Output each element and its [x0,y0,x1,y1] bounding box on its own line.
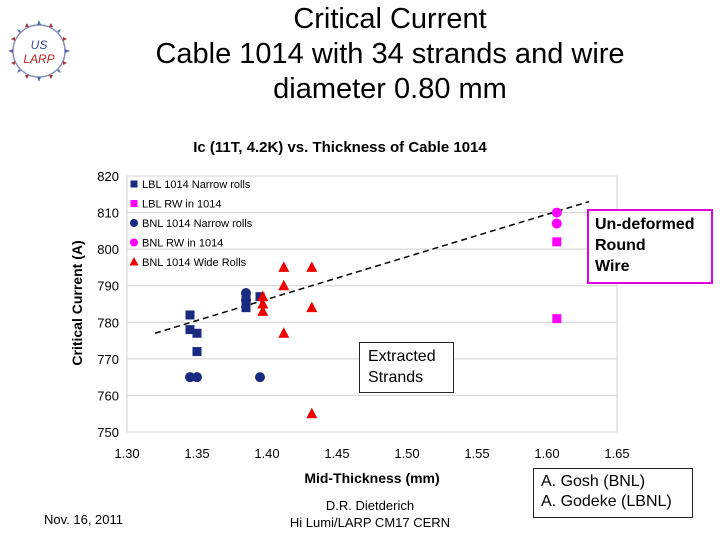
data-point-circle [241,288,251,299]
data-point-triangle [257,305,269,316]
svg-text:LARP: LARP [23,52,54,66]
data-point-circle [551,218,562,229]
y-tick-label: 750 [97,425,119,440]
data-point-triangle [306,301,318,313]
slide-title: Critical Current Cable 1014 with 34 stra… [0,2,720,107]
data-point-square [241,303,251,313]
extracted-line-2: Strands [368,369,424,386]
y-tick-label: 760 [97,388,119,403]
y-tick-label: 770 [97,352,119,367]
undeformed-line-3: Wire [595,258,630,275]
extracted-line-1: Extracted [368,348,436,365]
author-line-2: A. Godeke (LBNL) [541,493,672,510]
legend-label: LBL RW in 1014 [142,199,222,211]
y-axis-label: Critical Current (A) [69,240,85,365]
y-tick-label: 790 [97,279,119,294]
data-point-circle [192,372,202,383]
extracted-strands-note: Extracted Strands [359,342,454,393]
authors-note: A. Gosh (BNL) A. Godeke (LBNL) [533,468,693,518]
trendline [154,200,590,334]
x-tick-label: 1.30 [114,446,139,461]
slide-title-line-3: diameter 0.80 mm [273,73,507,105]
legend-label: BNL 1014 Narrow rolls [142,218,253,230]
data-point-circle [551,207,562,218]
x-tick-label: 1.45 [324,446,349,461]
y-tick-label: 820 [97,169,119,184]
x-tick-label: 1.50 [394,446,419,461]
plot-area [126,175,618,433]
author-line-1: A. Gosh (BNL) [541,473,646,490]
data-point-square [552,314,562,324]
footer-credit-line-1: D.R. Dietderich [325,498,415,513]
x-tick-label: 1.60 [534,446,559,461]
us-larp-logo-icon: US LARP [8,20,70,82]
undeformed-line-2: Round [595,237,646,254]
data-point-triangle [257,298,269,309]
data-point-triangle [278,279,290,291]
undeformed-line-1: Un-deformed [595,216,695,233]
data-point-triangle [278,327,290,338]
data-point-triangle [306,407,318,419]
y-tick-label: 780 [97,315,119,330]
x-tick-label: 1.40 [254,446,279,461]
data-point-circle [255,372,265,383]
y-tick-label: 810 [97,206,119,221]
legend-marker [130,200,138,207]
x-tick-label: 1.65 [604,446,629,461]
y-tick-label: 800 [97,242,119,257]
footer-date: Nov. 16, 2011 [44,512,124,527]
footer-credit: D.R. Dietderich Hi Lumi/LARP CM17 CERN [270,497,470,531]
slide-title-line-2: Cable 1014 with 34 strands and wire [155,38,625,70]
slide-title-line-1: Critical Current [293,3,487,35]
data-point-triangle [278,261,290,272]
data-point-square [185,325,195,335]
legend-label: LBL 1014 Narrow rolls [142,179,251,191]
legend-marker [130,238,138,247]
legend-marker [129,257,139,266]
data-point-circle [185,372,195,383]
undeformed-wire-note: Un-deformed Round Wire [587,209,713,284]
data-point-circle [241,295,251,306]
svg-text:US: US [31,38,48,52]
legend-label: BNL 1014 Wide Rolls [142,257,247,269]
x-tick-label: 1.35 [184,446,209,461]
data-point-square [192,347,202,357]
legend-marker [130,219,138,227]
x-axis-label: Mid-Thickness (mm) [304,470,439,486]
data-point-square [552,237,562,247]
data-point-square [192,328,202,338]
data-point-triangle [257,290,269,302]
data-point-triangle [306,261,318,272]
legend-label: BNL RW in 1014 [142,238,223,250]
chart-plot: 750 760 770 780 790 800 810 820 1.30 1.35 1.40 1.45… [69,139,630,486]
footer-credit-line-2: Hi Lumi/LARP CM17 CERN [289,515,451,530]
data-point-square [185,310,195,320]
legend-marker [130,180,138,188]
chart-title: Ic (11T, 4.2K) vs. Thickness of Cable 10… [193,139,487,156]
x-tick-label: 1.55 [464,446,489,461]
